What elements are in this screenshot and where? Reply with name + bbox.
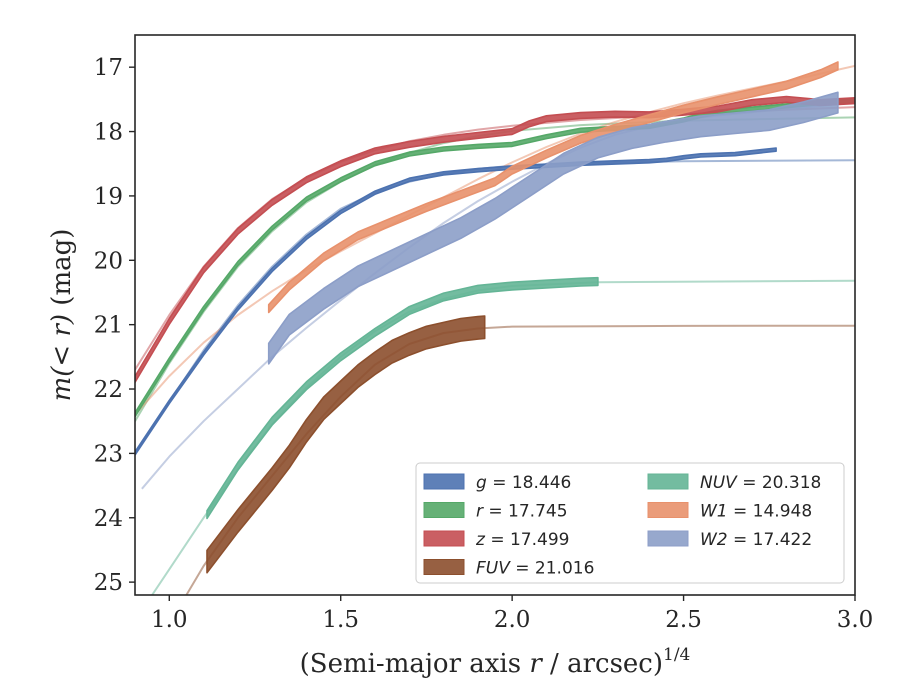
band-r xyxy=(135,97,855,418)
legend-swatch-r xyxy=(423,502,465,518)
legend-label-g: g = 18.446 xyxy=(476,473,571,493)
x-tick-label: 2.0 xyxy=(494,607,531,633)
y-tick-label: 17 xyxy=(94,55,123,81)
band-g xyxy=(135,147,777,456)
legend-swatch-w2 xyxy=(647,530,689,547)
legend-swatch-g xyxy=(423,473,465,490)
legend-swatch-z xyxy=(423,530,465,547)
legend-swatch-nuv xyxy=(647,473,689,490)
legend-label-r: r = 17.745 xyxy=(476,502,568,522)
legend-label-w1: W1 = 14.948 xyxy=(700,502,812,522)
y-axis-title-unit: (mag) xyxy=(47,229,77,314)
y-tick-label: 21 xyxy=(94,313,123,339)
legend-box xyxy=(415,462,845,584)
legend-label-nuv: NUV = 20.318 xyxy=(700,473,821,493)
y-tick-label: 24 xyxy=(94,506,123,532)
x-axis-title: (Semi-major axis r / arcsec)1/4 xyxy=(300,645,691,679)
band-nuv xyxy=(206,276,599,520)
x-tick-label: 3.0 xyxy=(837,607,874,633)
legend-swatch-w1 xyxy=(647,502,689,518)
legend-label-z: z = 17.499 xyxy=(475,530,569,550)
band-fuv xyxy=(206,315,486,574)
y-tick-label: 19 xyxy=(94,184,123,210)
band-z xyxy=(135,95,855,384)
legend-label-fuv: FUV = 21.016 xyxy=(476,559,594,579)
y-tick-label: 25 xyxy=(94,570,123,596)
x-tick-label: 1.0 xyxy=(151,607,188,633)
y-tick-label: 22 xyxy=(94,377,123,403)
y-axis-title-main: m(< r) xyxy=(47,314,77,401)
series-layer xyxy=(135,61,855,595)
x-axis-title-unit: / arcsec) xyxy=(542,649,663,679)
legend: g = 18.446 r = 17.745 z = 17.499 FUV = 21.0… xyxy=(415,462,845,584)
x-tick-label: 1.5 xyxy=(322,607,359,633)
x-axis-title-exponent: 1/4 xyxy=(663,645,690,665)
y-tick-label: 18 xyxy=(94,120,123,146)
y-tick-label: 20 xyxy=(94,248,123,274)
band-w1 xyxy=(267,61,839,314)
plot-frame xyxy=(134,34,856,596)
y-tick-label: 23 xyxy=(94,441,123,467)
legend-label-w2: W2 = 17.422 xyxy=(700,530,812,550)
band-w2 xyxy=(267,91,839,365)
x-axis-title-main: (Semi-major axis xyxy=(300,649,530,679)
x-tick-label: 2.5 xyxy=(665,607,702,633)
axes-layer: 1.0 1.5 2.0 2.5 3.0 17 18 19 20 21 22 23 24 25 xyxy=(94,55,874,633)
y-axis-title: m(< r) (mag) xyxy=(47,229,77,402)
x-axis-title-var: r xyxy=(529,649,543,679)
legend-swatch-fuv xyxy=(423,559,465,575)
